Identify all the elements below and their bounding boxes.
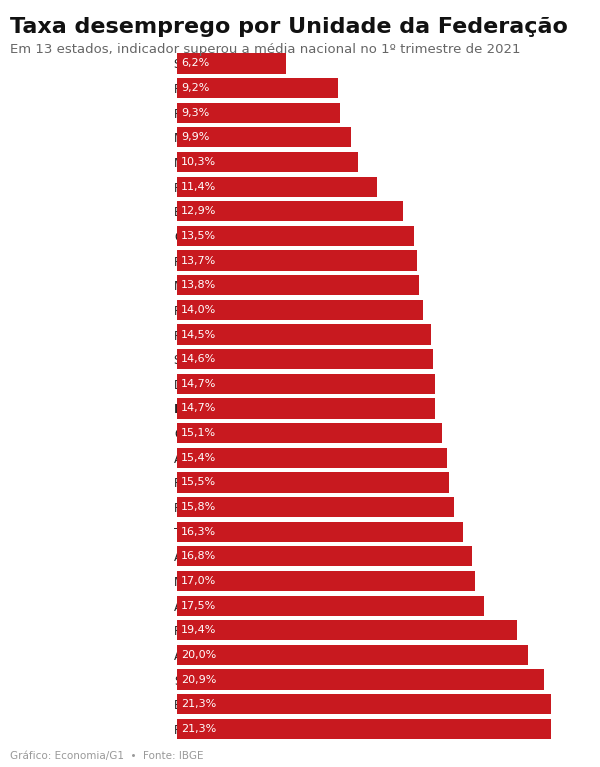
- Bar: [177, 694, 551, 714]
- Text: 9,9%: 9,9%: [181, 133, 209, 143]
- Bar: [177, 546, 472, 567]
- Bar: [177, 275, 419, 295]
- Text: 6,2%: 6,2%: [181, 58, 209, 68]
- Bar: [177, 595, 484, 616]
- Text: Gráfico: Economia/G1  •  Fonte: IBGE: Gráfico: Economia/G1 • Fonte: IBGE: [10, 751, 204, 761]
- Bar: [177, 374, 435, 394]
- Text: 16,8%: 16,8%: [181, 551, 216, 561]
- Text: 12,9%: 12,9%: [181, 206, 216, 216]
- Bar: [177, 497, 454, 517]
- Text: 17,0%: 17,0%: [181, 576, 216, 586]
- Text: 13,5%: 13,5%: [181, 231, 216, 241]
- Text: 21,3%: 21,3%: [181, 724, 216, 734]
- Text: 9,3%: 9,3%: [181, 107, 209, 117]
- Text: 10,3%: 10,3%: [181, 157, 216, 167]
- Bar: [177, 127, 350, 147]
- Text: 11,4%: 11,4%: [181, 182, 216, 192]
- Text: 14,0%: 14,0%: [181, 305, 216, 315]
- Bar: [177, 201, 403, 222]
- Text: 9,2%: 9,2%: [181, 83, 209, 93]
- Bar: [177, 423, 442, 443]
- Text: Em 13 estados, indicador superou a média nacional no 1º trimestre de 2021: Em 13 estados, indicador superou a média…: [10, 43, 521, 56]
- Text: 14,6%: 14,6%: [181, 354, 216, 364]
- Bar: [177, 349, 433, 369]
- Bar: [177, 324, 431, 344]
- Text: 13,8%: 13,8%: [181, 280, 216, 290]
- Text: 14,5%: 14,5%: [181, 330, 216, 340]
- Bar: [177, 448, 447, 468]
- Bar: [177, 719, 551, 739]
- Bar: [177, 571, 475, 591]
- Bar: [177, 670, 544, 690]
- Bar: [177, 176, 377, 197]
- Text: 17,5%: 17,5%: [181, 601, 216, 611]
- Text: 14,7%: 14,7%: [181, 379, 216, 389]
- Bar: [177, 472, 449, 492]
- Bar: [177, 152, 358, 172]
- Text: 16,3%: 16,3%: [181, 527, 216, 537]
- Bar: [177, 300, 422, 320]
- Bar: [177, 103, 340, 123]
- Bar: [177, 645, 528, 665]
- Bar: [177, 621, 517, 640]
- Bar: [177, 398, 435, 419]
- Text: 15,5%: 15,5%: [181, 477, 216, 487]
- Text: 15,1%: 15,1%: [181, 428, 216, 438]
- Text: 20,9%: 20,9%: [181, 675, 216, 685]
- Text: 14,7%: 14,7%: [181, 403, 216, 413]
- Bar: [177, 251, 418, 271]
- Text: Taxa desemprego por Unidade da Federação: Taxa desemprego por Unidade da Federação: [10, 17, 568, 37]
- Text: 20,0%: 20,0%: [181, 650, 216, 660]
- Bar: [177, 225, 414, 246]
- Bar: [177, 53, 286, 74]
- Bar: [177, 522, 463, 542]
- Text: 15,8%: 15,8%: [181, 502, 216, 512]
- Text: 15,4%: 15,4%: [181, 453, 216, 463]
- Text: 21,3%: 21,3%: [181, 700, 216, 709]
- Text: 19,4%: 19,4%: [181, 625, 216, 635]
- Text: 13,7%: 13,7%: [181, 255, 216, 265]
- Bar: [177, 78, 338, 98]
